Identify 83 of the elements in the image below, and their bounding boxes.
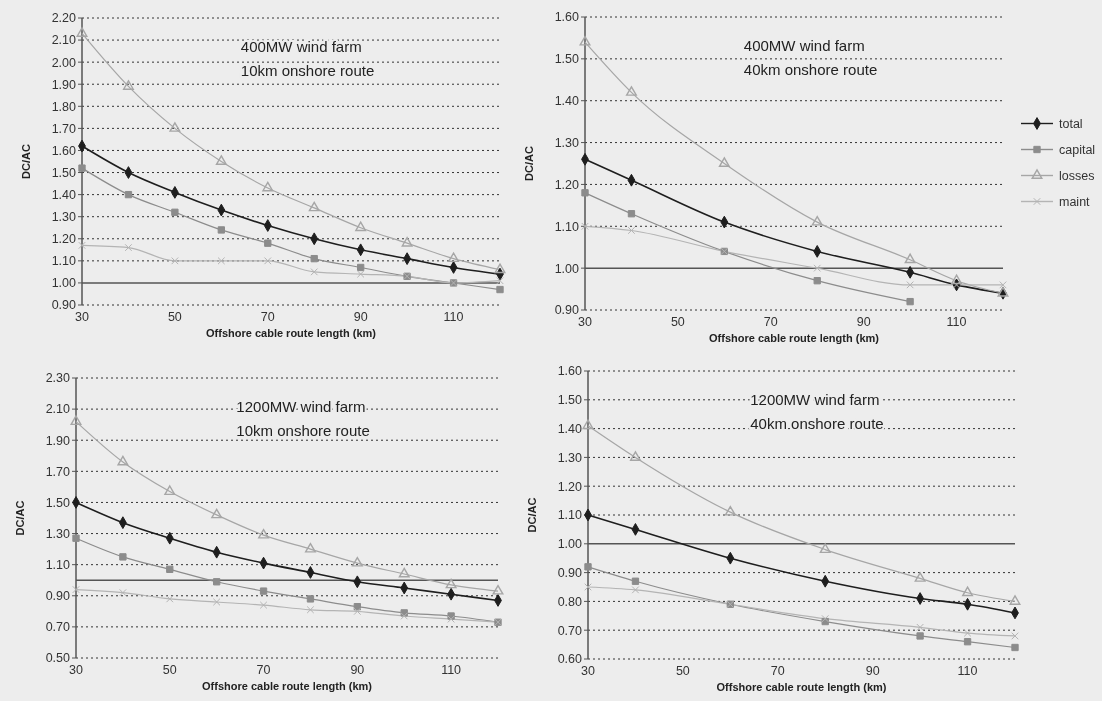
legend-label: capital: [1059, 142, 1096, 157]
y-tick-label: 0.90: [557, 565, 583, 580]
y-tick-label: 0.90: [554, 303, 580, 318]
x-tick-label: 70: [256, 663, 271, 677]
y-tick-label: 0.90: [45, 589, 71, 604]
y-tick-label: 1.30: [45, 526, 71, 541]
y-tick-label: 1.50: [51, 165, 77, 180]
x-tick-label: 110: [957, 664, 978, 678]
y-tick-label: 1.70: [45, 464, 71, 479]
y-tick-label: 1.00: [51, 276, 77, 291]
text: 1200MW wind farm: [750, 391, 880, 408]
x-tick-label: 70: [770, 664, 785, 678]
y-tick-label: 1.00: [554, 261, 580, 276]
x-tick-label: 50: [670, 315, 685, 329]
x-axis-title: Offshore cable route length (km): [716, 681, 887, 693]
y-tick-label: 1.50: [557, 393, 583, 408]
x-tick-label: 70: [763, 315, 778, 329]
y-tick-label: 1.20: [557, 479, 583, 494]
text: 40km onshore route: [743, 61, 878, 78]
x-tick-label: 110: [443, 310, 464, 324]
x-tick-label: 50: [675, 664, 690, 678]
y-tick-label: 0.50: [45, 651, 71, 666]
y-axis-title: DC/AC: [526, 497, 538, 533]
y-tick-label: 1.60: [51, 143, 77, 158]
y-tick-label: 1.90: [45, 433, 71, 448]
y-tick-label: 1.50: [45, 495, 71, 510]
y-tick-label: 1.30: [51, 210, 77, 225]
y-tick-label: 0.70: [557, 623, 583, 638]
text: 1200MW wind farm: [236, 398, 366, 415]
x-axis-title: Offshore cable route length (km): [206, 327, 377, 339]
x-tick-label: 50: [162, 663, 177, 677]
x-tick-label: 90: [353, 310, 368, 324]
y-tick-label: 1.50: [554, 52, 580, 67]
x-tick-label: 90: [350, 663, 365, 677]
x-tick-label: 30: [578, 315, 592, 329]
y-tick-label: 1.10: [51, 254, 77, 269]
y-axis-title: DC/AC: [523, 146, 535, 181]
y-tick-label: 1.40: [51, 187, 77, 202]
y-tick-label: 2.00: [51, 55, 77, 70]
legend-label: maint: [1059, 194, 1091, 209]
y-tick-label: 1.80: [51, 99, 77, 114]
x-tick-label: 90: [856, 315, 871, 329]
y-axis-title: DC/AC: [20, 144, 32, 179]
y-axis-title: DC/AC: [14, 500, 26, 536]
text: 10km onshore route: [236, 422, 370, 439]
x-tick-label: 110: [946, 315, 967, 329]
y-tick-label: 2.10: [51, 33, 77, 48]
y-tick-label: 1.10: [45, 558, 71, 573]
y-tick-label: 2.30: [45, 371, 71, 386]
x-tick-label: 70: [260, 310, 275, 324]
legend-label: total: [1059, 116, 1083, 131]
y-tick-label: 1.70: [51, 121, 77, 136]
y-tick-label: 2.20: [51, 11, 77, 26]
y-tick-label: 1.30: [554, 135, 580, 150]
y-tick-label: 0.70: [45, 620, 71, 635]
y-tick-label: 1.10: [557, 508, 583, 523]
x-tick-label: 30: [75, 310, 89, 324]
y-tick-label: 1.20: [554, 177, 580, 192]
y-tick-label: 1.40: [554, 94, 580, 109]
y-tick-label: 1.60: [557, 364, 583, 379]
text: 40km onshore route: [750, 415, 884, 432]
y-tick-label: 1.30: [557, 450, 583, 465]
x-tick-label: 110: [441, 663, 462, 677]
legend-label: losses: [1059, 168, 1095, 183]
y-tick-label: 1.60: [554, 10, 580, 25]
x-tick-label: 50: [167, 310, 182, 324]
y-tick-label: 1.00: [557, 537, 583, 552]
text: 400MW wind farm: [240, 38, 362, 55]
y-tick-label: 0.90: [51, 298, 77, 313]
y-tick-label: 0.60: [557, 652, 583, 667]
y-tick-label: 1.40: [557, 421, 583, 436]
x-tick-label: 30: [581, 664, 595, 678]
text: 10km onshore route: [240, 62, 375, 79]
x-tick-label: 30: [69, 663, 83, 677]
y-tick-label: 1.90: [51, 77, 77, 92]
x-tick-label: 90: [865, 664, 880, 678]
x-axis-title: Offshore cable route length (km): [709, 332, 880, 344]
text: 400MW wind farm: [743, 37, 865, 54]
y-tick-label: 1.20: [51, 232, 77, 247]
x-axis-title: Offshore cable route length (km): [202, 680, 373, 692]
y-tick-label: 0.80: [557, 594, 583, 609]
y-tick-label: 2.10: [45, 402, 71, 417]
y-tick-label: 1.10: [554, 219, 580, 234]
